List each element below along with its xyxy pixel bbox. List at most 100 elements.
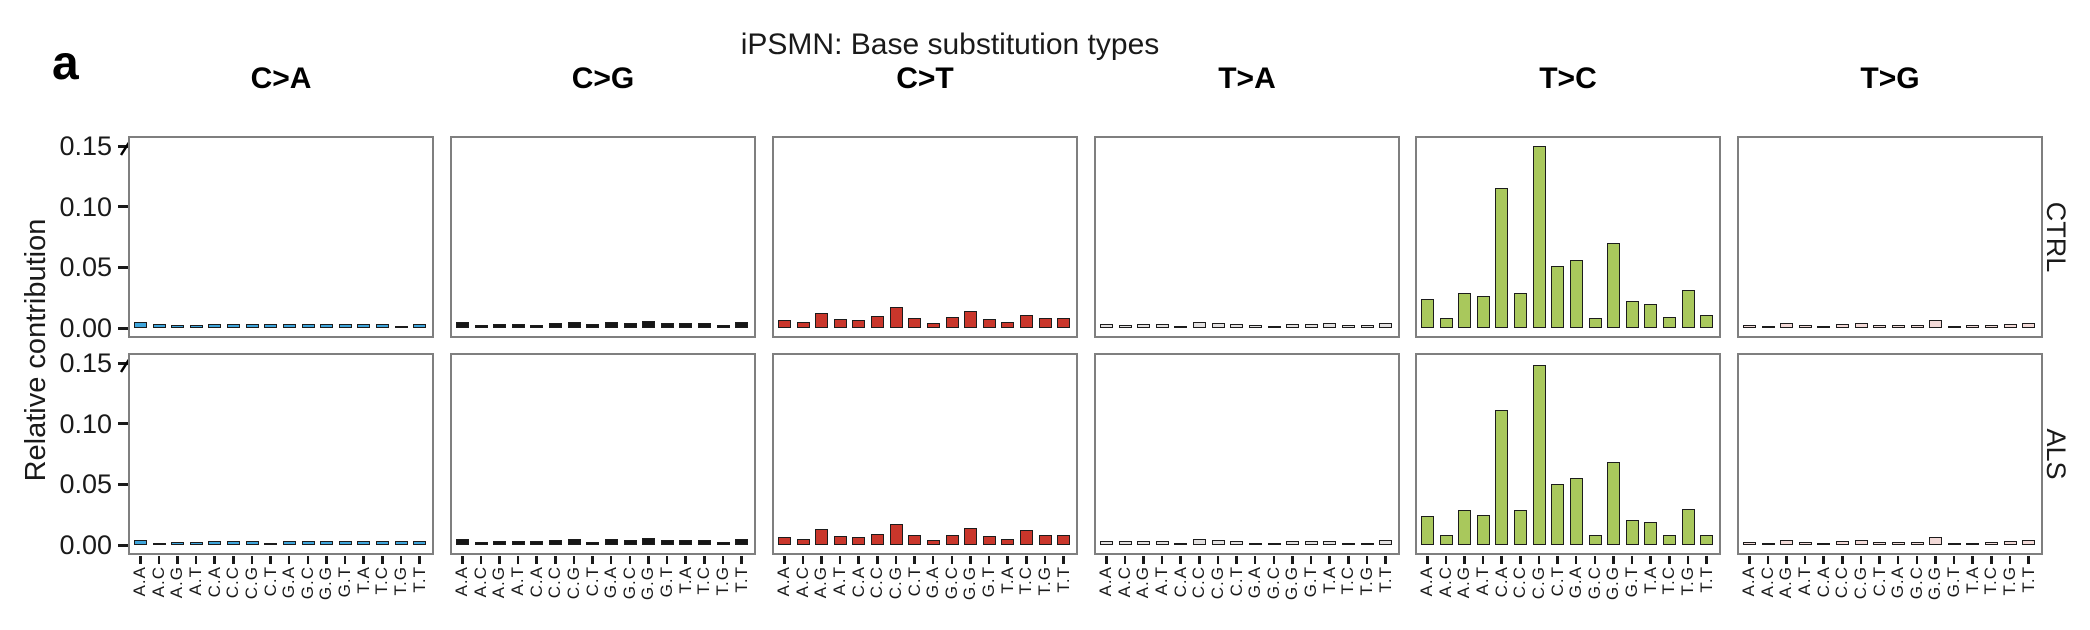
x-tick-mark: [381, 556, 384, 564]
x-tick-mark: [1686, 556, 1690, 564]
x-tick-mark: [1309, 556, 1313, 564]
x-tick-mark: [987, 556, 991, 564]
x-tick-mark: [820, 556, 823, 564]
x-tick-label-g-c: G.C: [941, 566, 961, 600]
x-tick-mark: [1006, 556, 1009, 564]
row-facet-label-ctrl: CTRL: [2041, 201, 2071, 273]
bar-als-t-g-t-g: [2004, 541, 2017, 545]
bar-als-c-t-c-g: [890, 524, 903, 545]
bar-als-t-g-g-c: [1911, 542, 1924, 545]
x-tick-mark: [1971, 556, 1974, 564]
column-header-c-t: C>T: [896, 62, 954, 95]
bar-ctrl-c-g-c-c: [549, 323, 562, 328]
x-tick-mark: [325, 556, 328, 564]
x-tick-label-g-t: G.T: [1622, 566, 1642, 598]
bar-ctrl-t-c-a-a: [1421, 299, 1434, 328]
x-tick-label-a-g: A.G: [1454, 566, 1474, 599]
x-tick-label-t-g: T.G: [1034, 566, 1054, 596]
bar-als-c-a-c-a: [208, 541, 221, 545]
x-tick-mark: [1481, 556, 1485, 564]
bar-ctrl-c-a-t-c: [376, 324, 389, 328]
bar-ctrl-c-a-g-t: [339, 324, 352, 328]
bar-als-t-a-g-c: [1268, 543, 1281, 545]
x-tick-label-t-t: T.T: [2018, 566, 2038, 593]
x-tick-mark: [703, 556, 706, 564]
x-tick-mark: [1748, 556, 1751, 564]
bar-als-t-a-t-a: [1323, 541, 1336, 545]
bar-als-t-c-a-c: [1440, 535, 1453, 545]
x-tick-label-t-c: T.C: [1981, 566, 2001, 595]
bar-als-c-g-t-t: [735, 539, 748, 545]
panel-ctrl-c-g: [450, 136, 756, 338]
x-tick-label-a-g: A.G: [1133, 566, 1153, 599]
bar-als-c-t-c-t: [908, 535, 921, 545]
bar-als-t-g-g-g: [1929, 537, 1942, 545]
x-tick-label-c-t: C.T: [260, 566, 280, 597]
bar-ctrl-c-g-g-c: [624, 323, 637, 328]
bar-ctrl-c-t-t-a: [1001, 322, 1014, 328]
x-tick-label-g-a: G.A: [601, 566, 621, 599]
x-tick-mark: [1915, 556, 1919, 564]
bar-als-t-a-g-g: [1286, 541, 1299, 545]
x-tick-label-t-g: T.G: [1999, 566, 2019, 596]
bar-ctrl-t-g-g-c: [1911, 325, 1924, 328]
x-tick-mark: [1990, 556, 1993, 564]
x-tick-label-a-g: A.G: [167, 566, 187, 599]
bar-ctrl-t-a-t-t: [1379, 323, 1392, 328]
x-tick-mark: [1934, 556, 1937, 564]
x-tick-label-g-a: G.A: [1566, 566, 1586, 599]
y-tick-label: 0.05: [59, 469, 112, 500]
x-tick-label-c-g: C.G: [563, 566, 583, 600]
bar-ctrl-t-g-t-c: [1985, 325, 1998, 328]
x-tick-label-a-g: A.G: [1776, 566, 1796, 599]
x-tick-label-g-c: G.C: [1906, 566, 1926, 600]
bar-als-c-t-g-t: [983, 536, 996, 545]
x-tick-mark: [535, 556, 538, 564]
x-tick-label-g-c: G.C: [619, 566, 639, 600]
x-tick-label-a-c: A.C: [148, 566, 168, 598]
x-tick-label-t-c: T.C: [1338, 566, 1358, 595]
bar-ctrl-c-t-g-a: [927, 323, 940, 328]
x-tick-label-g-a: G.A: [1888, 566, 1908, 599]
x-tick-label-t-t: T.T: [1053, 566, 1073, 593]
bar-als-c-g-c-c: [549, 540, 562, 545]
x-tick-mark: [343, 556, 347, 564]
bar-ctrl-t-a-t-g: [1361, 325, 1374, 328]
bar-als-t-c-g-a: [1570, 478, 1583, 545]
x-tick-mark: [969, 556, 972, 564]
panel-ctrl-c-t: [772, 136, 1078, 338]
bar-ctrl-c-a-t-a: [357, 324, 370, 328]
x-tick-label-c-a: C.A: [1170, 566, 1190, 598]
bar-als-c-a-a-a: [134, 540, 147, 545]
bar-als-c-a-a-t: [190, 542, 203, 545]
x-tick-mark: [1025, 556, 1028, 564]
y-tick-mark: [118, 326, 128, 330]
x-tick-label-g-a: G.A: [923, 566, 943, 599]
x-tick-mark: [647, 556, 650, 564]
bar-als-c-t-a-t: [834, 536, 847, 545]
bar-als-c-g-a-t: [512, 541, 525, 545]
bar-als-t-g-c-c: [1836, 541, 1849, 545]
x-tick-mark: [591, 556, 594, 564]
bar-als-t-a-t-c: [1342, 543, 1355, 545]
bar-als-c-g-c-t: [586, 542, 599, 545]
bar-ctrl-c-t-g-g: [964, 311, 977, 328]
bar-als-c-t-t-t: [1057, 535, 1070, 545]
x-tick-label-a-c: A.C: [1435, 566, 1455, 598]
column-header-c-g: C>G: [571, 62, 635, 95]
panel-ctrl-t-a: [1094, 136, 1400, 338]
x-tick-label-g-g: G.G: [960, 566, 980, 601]
x-tick-mark: [1253, 556, 1257, 564]
x-tick-mark: [1216, 556, 1220, 564]
x-tick-label-t-c: T.C: [694, 566, 714, 595]
bar-ctrl-t-c-a-g: [1458, 293, 1471, 328]
bar-ctrl-c-a-g-a: [283, 324, 296, 328]
bar-als-t-c-g-g: [1607, 462, 1620, 545]
bar-ctrl-t-c-g-g: [1607, 243, 1620, 328]
x-tick-label-a-t: A.T: [1473, 566, 1493, 596]
bar-ctrl-t-g-t-g: [2004, 324, 2017, 328]
x-tick-label-c-c: C.C: [1832, 566, 1852, 599]
x-tick-label-c-t: C.T: [1547, 566, 1567, 597]
x-tick-mark: [2008, 556, 2012, 564]
x-tick-mark: [1841, 556, 1844, 564]
